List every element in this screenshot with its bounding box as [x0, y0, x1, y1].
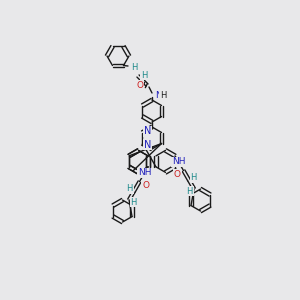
Text: N: N	[144, 140, 151, 149]
Text: H: H	[141, 70, 147, 80]
Text: H: H	[187, 187, 193, 196]
Text: H: H	[131, 62, 137, 71]
Text: N: N	[154, 91, 161, 100]
Text: H: H	[127, 184, 133, 193]
Text: H: H	[190, 173, 196, 182]
Text: H: H	[130, 198, 136, 207]
Text: O: O	[174, 169, 181, 178]
Text: N: N	[144, 127, 151, 136]
Text: O: O	[142, 181, 149, 190]
Text: NH: NH	[138, 168, 151, 177]
Text: NH: NH	[172, 158, 185, 166]
Text: H: H	[160, 91, 166, 100]
Text: O: O	[136, 80, 143, 89]
